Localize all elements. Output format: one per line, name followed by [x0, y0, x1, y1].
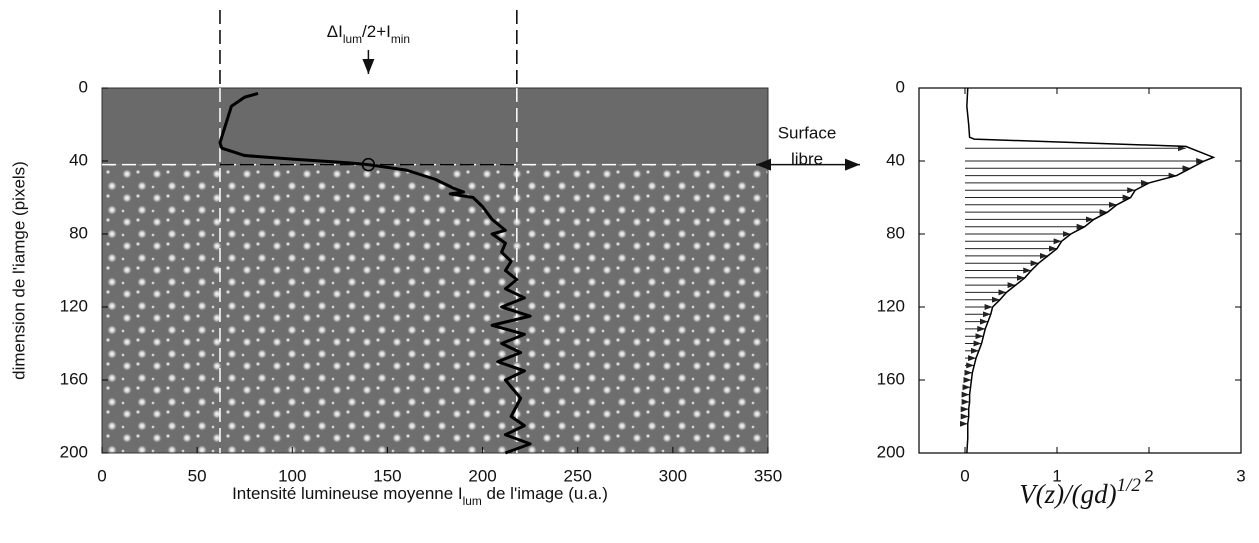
annotation: ΔIlum/2+Imin	[327, 22, 410, 46]
y-tick-label: 120	[877, 296, 905, 315]
x-tick-label: 100	[278, 466, 306, 485]
x-tick-label: 300	[659, 466, 687, 485]
annotation-part: /2+I	[362, 22, 391, 41]
x-tick-label: 150	[373, 466, 401, 485]
x-axis-title-part: Intensité lumineuse moyenne I	[232, 484, 463, 503]
half-intensity-point	[361, 157, 376, 172]
y-tick-label: 200	[60, 442, 88, 461]
x-tick-label: 0	[960, 466, 969, 485]
x-tick-label: 2	[1144, 466, 1153, 485]
x-tick-label: 200	[468, 466, 496, 485]
y-tick-label: 120	[60, 296, 88, 315]
y-tick-label: 160	[60, 369, 88, 388]
y-tick-label: 0	[79, 77, 88, 96]
velocity-profile	[966, 87, 1216, 454]
y-tick-label: 160	[877, 369, 905, 388]
x-axis-title-part: lum	[463, 494, 482, 508]
x-axis-title: Intensité lumineuse moyenne Ilum de l'im…	[232, 484, 608, 508]
y-tick-label: 40	[69, 150, 88, 169]
x-axis-title-part: V(z)/(gd)	[1019, 479, 1116, 509]
intensity-curve	[218, 92, 532, 455]
x-tick-label: 350	[754, 466, 782, 485]
x-axis-title-part: 1/2	[1117, 475, 1142, 496]
annotation-part: ΔI	[327, 22, 343, 41]
x-tick-label: 50	[188, 466, 207, 485]
y-tick-label: 80	[886, 223, 905, 242]
y-tick-label: 80	[69, 223, 88, 242]
right-chart: 0 1 2 3 0 40 80 120 160 200 V(z)/(gd)1/2	[877, 77, 1246, 509]
y-tick-label: 40	[886, 150, 905, 169]
x-axis-title-part: de l'image (u.a.)	[482, 484, 608, 503]
x-tick-label: 250	[564, 466, 592, 485]
y-tick-label: 200	[877, 442, 905, 461]
photo-bed	[102, 164, 768, 453]
annotation-part: min	[391, 32, 410, 46]
y-tick-label: 0	[896, 77, 905, 96]
x-axis-title: V(z)/(gd)1/2	[1019, 475, 1141, 509]
side-label: Surface	[778, 123, 837, 142]
plot-frame	[918, 87, 1242, 454]
left-chart: 0 50 100 150 200 250 300 35004080120160200ΔIlum…	[9, 10, 860, 508]
photo-air	[102, 88, 768, 165]
annotation-part: lum	[343, 32, 362, 46]
photo-frame	[101, 87, 769, 454]
side-label: libre	[791, 149, 823, 168]
x-tick-label: 0	[97, 466, 106, 485]
y-axis-title: dimension de l'iamge (pixels)	[9, 161, 28, 380]
x-tick-label: 3	[1236, 466, 1245, 485]
x-tick-label: 1	[1052, 466, 1061, 485]
